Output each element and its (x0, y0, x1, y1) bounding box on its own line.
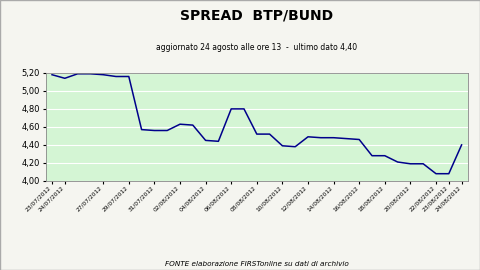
Text: FONTE elaborazione FIRSTonline su dati di archivio: FONTE elaborazione FIRSTonline su dati d… (165, 261, 348, 267)
Text: SPREAD  BTP/BUND: SPREAD BTP/BUND (180, 8, 334, 22)
Text: aggiornato 24 agosto alle ore 13  -  ultimo dato 4,40: aggiornato 24 agosto alle ore 13 - ultim… (156, 43, 358, 52)
